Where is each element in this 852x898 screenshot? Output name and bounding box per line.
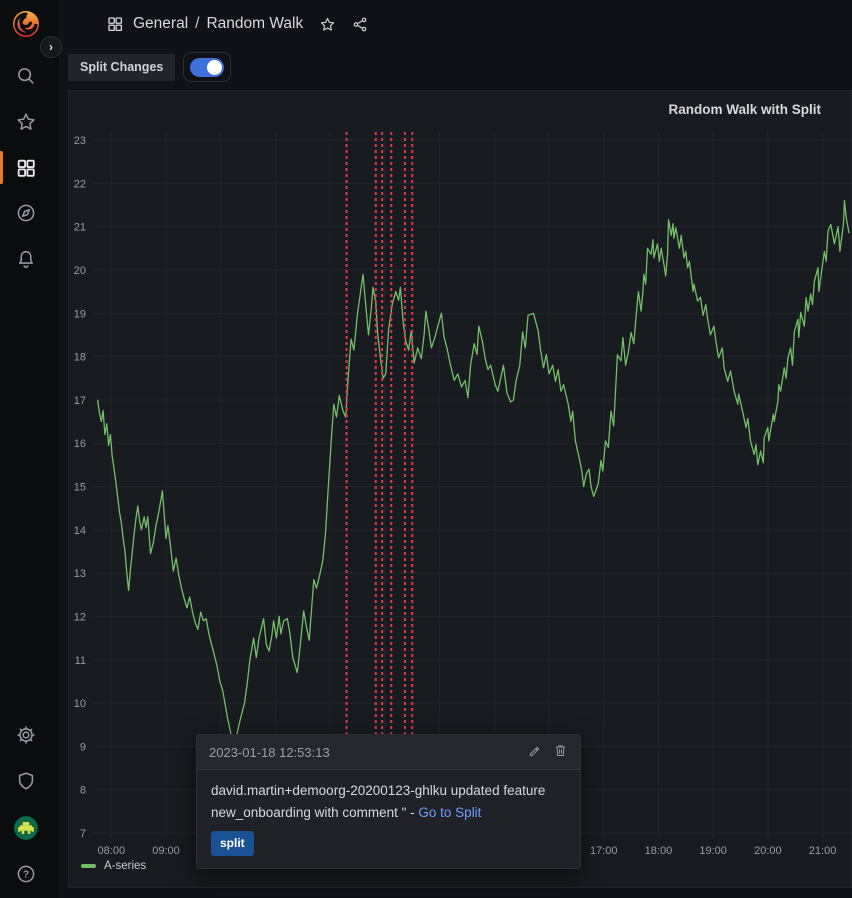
- panel-title[interactable]: Random Walk with Split: [668, 102, 821, 117]
- x-axis-label: 17:00: [590, 845, 618, 857]
- alerting-bell-icon[interactable]: [13, 246, 39, 272]
- y-axis-label: 14: [74, 525, 86, 537]
- edit-annotation-pencil-icon[interactable]: [528, 743, 543, 761]
- toggle-knob: [207, 59, 223, 75]
- y-axis-label: 10: [74, 698, 86, 710]
- search-icon[interactable]: [13, 63, 39, 89]
- user-avatar[interactable]: [13, 815, 39, 841]
- series-color-marker: [81, 864, 96, 868]
- server-admin-shield-icon[interactable]: [13, 768, 39, 794]
- chevron-right-icon: ›: [49, 40, 53, 54]
- y-axis-label: 15: [74, 482, 86, 494]
- y-axis-label: 12: [74, 611, 86, 623]
- split-changes-label[interactable]: Split Changes: [68, 53, 176, 81]
- x-axis-label: 09:00: [152, 845, 180, 857]
- y-axis-label: 23: [74, 135, 86, 147]
- breadcrumb-folder[interactable]: General: [133, 15, 189, 32]
- y-axis-label: 13: [74, 568, 86, 580]
- breadcrumb-separator: /: [195, 15, 200, 32]
- x-axis-label: 19:00: [699, 845, 727, 857]
- y-axis-label: 19: [74, 308, 86, 320]
- dashboards-icon[interactable]: [13, 155, 39, 181]
- sidebar: ›: [0, 0, 62, 898]
- help-icon[interactable]: ?: [13, 861, 39, 887]
- x-axis-label: 18:00: [645, 845, 673, 857]
- share-dashboard-icon[interactable]: [352, 16, 369, 33]
- legend: A-series: [81, 860, 146, 872]
- annotation-text: david.martin+demoorg-20200123-ghlku upda…: [211, 783, 546, 820]
- y-axis-label: 18: [74, 352, 86, 364]
- y-axis-label: 16: [74, 438, 86, 450]
- y-axis-label: 9: [80, 741, 86, 753]
- y-axis-label: 17: [74, 395, 86, 407]
- y-axis-label: 7: [80, 828, 86, 840]
- y-axis-label: 21: [74, 222, 86, 234]
- chart-plot[interactable]: 7 8 9 10 11 12 13 14 15 16 17 18 19 20 21 22 23 08:00 09:0…: [69, 91, 852, 889]
- annotation-tooltip: 2023-01-18 12:53:13 david.martin+demoorg…: [196, 734, 581, 870]
- top-bar: General / Random Walk: [60, 0, 852, 48]
- starred-icon[interactable]: [13, 109, 39, 135]
- breadcrumb-dashboard-title[interactable]: Random Walk: [206, 15, 304, 32]
- y-axis-label: 20: [74, 265, 86, 277]
- star-dashboard-icon[interactable]: [319, 16, 336, 33]
- split-changes-toggle[interactable]: [183, 52, 232, 82]
- annotation-timestamp: 2023-01-18 12:53:13: [209, 744, 330, 760]
- svg-text:?: ?: [23, 870, 29, 881]
- x-axis-label: 08:00: [98, 845, 126, 857]
- active-section-indicator: [0, 151, 3, 184]
- annotation-tooltip-body: david.martin+demoorg-20200123-ghlku upda…: [197, 770, 580, 868]
- x-axis-label: 21:00: [809, 845, 837, 857]
- series-line: [96, 199, 850, 745]
- x-axis-label: 20:00: [754, 845, 782, 857]
- y-axis-label: 8: [80, 785, 86, 797]
- graph-panel: Random Walk with Split 7 8 9 10 11 12 13 14 15 16…: [68, 90, 852, 888]
- grafana-logo[interactable]: [10, 8, 42, 40]
- annotation-tooltip-header: 2023-01-18 12:53:13: [197, 735, 580, 770]
- annotation-tag-split[interactable]: split: [211, 830, 254, 857]
- series-legend-label[interactable]: A-series: [104, 860, 147, 872]
- dashboard-grid-icon: [106, 15, 124, 33]
- y-axis-label: 11: [75, 655, 86, 667]
- explore-compass-icon[interactable]: [13, 200, 39, 226]
- delete-annotation-trash-icon[interactable]: [553, 743, 568, 761]
- submenu-controls: Split Changes: [68, 52, 232, 82]
- go-to-split-link[interactable]: Go to Split: [418, 804, 482, 820]
- configuration-gear-icon[interactable]: [13, 722, 39, 748]
- sidebar-expand-button[interactable]: ›: [40, 36, 62, 58]
- y-axis-label: 22: [74, 178, 86, 190]
